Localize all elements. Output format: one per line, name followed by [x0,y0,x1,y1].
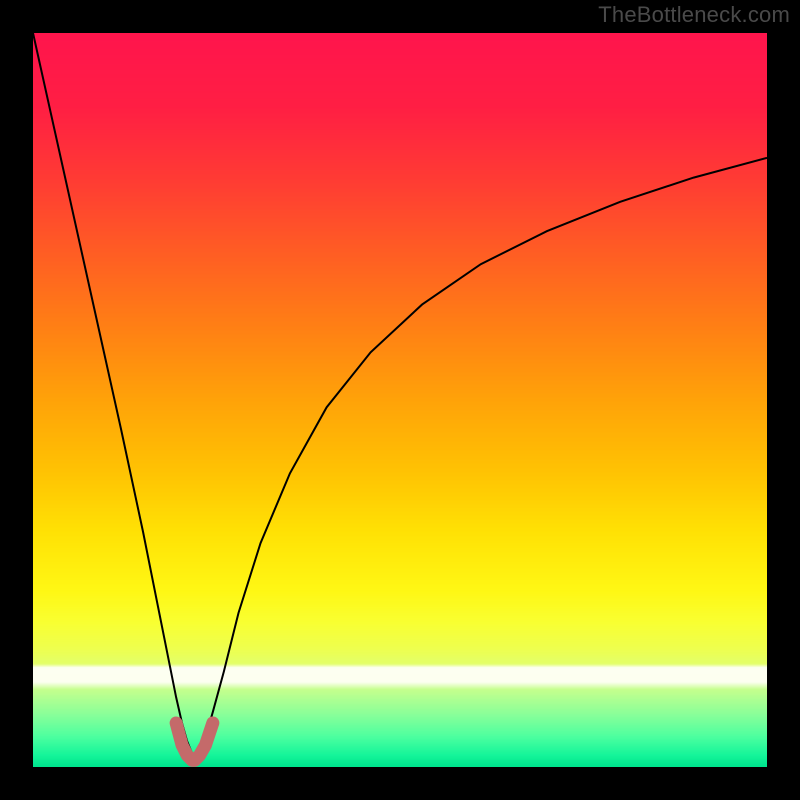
bottom-u-marker [176,723,213,760]
curve-layer [33,33,767,767]
watermark-text: TheBottleneck.com [598,2,790,28]
curve-svg [33,33,767,767]
chart-frame: TheBottleneck.com [0,0,800,800]
bottleneck-curve-left [33,33,194,760]
plot-area [33,33,767,767]
bottleneck-curve-right [194,158,767,761]
